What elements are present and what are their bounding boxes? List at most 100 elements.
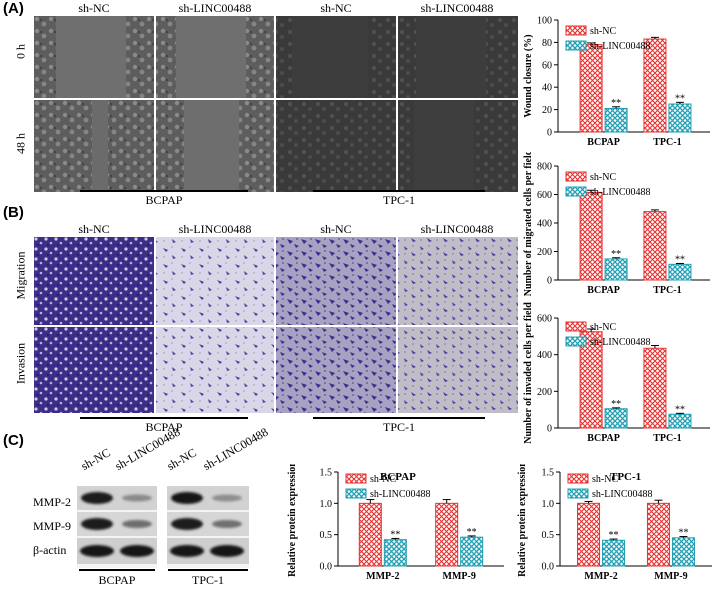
wb-label-actin: β-actin	[33, 543, 67, 557]
panel-b-row-2: Invasion	[13, 342, 28, 385]
invasion-image-tpc1-shnc	[276, 327, 396, 413]
wound-ytick-label: 100	[537, 16, 552, 27]
protein_tpc1-legend-label-sh-nc: sh-NC	[592, 474, 618, 485]
migrated-xtick-tpc-1: TPC-1	[653, 285, 681, 296]
wb-group-line-bcpap	[79, 569, 155, 571]
protein_bcpap-title: BCPAP	[380, 471, 416, 483]
protein_tpc1-ytick-label: 0.5	[542, 530, 555, 541]
migrated-significance-tpc-1: **	[675, 254, 685, 265]
chart-protein-bcpap: 0.0 0.5 1.0 1.5 Relative protein expression B…	[287, 464, 504, 582]
protein_tpc1-significance-mmp-2: **	[609, 530, 619, 541]
wound-image-tpc1-shlinc-48h	[398, 100, 518, 192]
protein_tpc1-legend-swatch-sh-nc	[567, 473, 589, 484]
wound-legend-label-sh-nc: sh-NC	[590, 26, 616, 37]
migrated-xtick-bcpap: BCPAP	[587, 285, 620, 296]
protein_bcpap-legend-swatch-sh-nc	[345, 473, 367, 484]
migrated-y-label: Number of migrated cells per field	[523, 152, 534, 296]
protein_bcpap-bar-sh-nc-mmp-9	[435, 502, 459, 567]
invaded-bar-sh-linc00488-tpc-1	[668, 413, 692, 429]
wound-image-bcpap-shlinc-48h	[156, 100, 274, 192]
wb-group-bcpap: BCPAP	[98, 573, 136, 587]
protein_tpc1-bar-sh-nc-mmp-9	[646, 502, 670, 567]
panel-b-row-1: Migration	[13, 251, 28, 300]
invaded-bar-sh-nc-tpc-1	[643, 347, 667, 429]
wb-group-line-tpc1	[168, 569, 248, 571]
wb-group-tpc1: TPC-1	[191, 573, 224, 587]
protein_bcpap-bar-sh-linc00488-mmp-2	[383, 539, 407, 567]
wound-xtick-bcpap: BCPAP	[587, 137, 620, 148]
panel-a-row-2: 48 h	[13, 133, 28, 154]
invaded-ytick-label: 200	[537, 387, 552, 398]
protein_bcpap-legend-label-sh-linc00488: sh-LINC00488	[370, 489, 431, 500]
protein_bcpap-legend-label-sh-nc: sh-NC	[370, 474, 396, 485]
panel-b-col-3: sh-NC	[320, 222, 352, 236]
migrated-legend-label-sh-nc: sh-NC	[590, 172, 616, 183]
migrated-significance-bcpap: **	[611, 249, 621, 260]
protein_tpc1-xtick-mmp-9: MMP-9	[654, 571, 687, 582]
panel-a-col-1: sh-NC	[78, 1, 110, 15]
wb-label-mmp9: MMP-9	[33, 519, 72, 533]
migrated-ytick-label: 400	[537, 219, 552, 230]
panel-a-col-4: sh-LINC00488	[420, 1, 494, 15]
protein_tpc1-significance-mmp-9: **	[678, 528, 688, 539]
wound-image-tpc1-shnc-48h	[276, 100, 396, 192]
wound-xtick-tpc-1: TPC-1	[653, 137, 681, 148]
invaded-xtick-bcpap: BCPAP	[587, 433, 620, 444]
wound-ytick-label: 80	[542, 38, 552, 49]
protein_bcpap-ytick-label: 1.0	[320, 499, 333, 510]
wound-bar-sh-nc-tpc-1	[643, 38, 667, 133]
migration-image-bcpap-shlinc	[156, 237, 274, 325]
migrated-legend-swatch-sh-nc	[565, 171, 587, 182]
wound-legend-label-sh-linc00488: sh-LINC00488	[590, 41, 651, 52]
invaded-significance-bcpap: **	[611, 399, 621, 410]
migrated-ytick-label: 0	[547, 276, 552, 287]
wound-legend-swatch-sh-nc	[565, 25, 587, 36]
protein_tpc1-ytick-label: 0.0	[542, 562, 555, 573]
wb-label-mmp2: MMP-2	[33, 495, 72, 509]
wound-bar-sh-linc00488-bcpap	[604, 107, 628, 133]
invaded-y-label: Number of invaded cells per field	[523, 302, 534, 444]
wound-image-bcpap-shnc-0h	[34, 16, 154, 98]
wound-healing-image-grid	[34, 16, 518, 192]
invaded-significance-tpc-1: **	[675, 404, 685, 415]
migrated-bar-sh-linc00488-tpc-1	[668, 263, 692, 281]
invaded-legend-label-sh-linc00488: sh-LINC00488	[590, 337, 651, 348]
protein_bcpap-xtick-mmp-2: MMP-2	[366, 571, 399, 582]
wound-image-bcpap-shlinc-0h	[156, 16, 274, 98]
protein_tpc1-xtick-mmp-2: MMP-2	[584, 571, 617, 582]
chart-protein-tpc1: 0.0 0.5 1.0 1.5 Relative protein expression T…	[517, 464, 712, 582]
invaded-legend-label-sh-nc: sh-NC	[590, 322, 616, 333]
migrated-legend-swatch-sh-linc00488	[565, 186, 587, 197]
migrated-legend-label-sh-linc00488: sh-LINC00488	[590, 187, 651, 198]
wound-ytick-label: 0	[547, 128, 552, 139]
invaded-xtick-tpc-1: TPC-1	[653, 433, 681, 444]
invaded-bar-sh-linc00488-bcpap	[604, 408, 628, 429]
migrated-bar-sh-nc-tpc-1	[643, 211, 667, 281]
protein_bcpap-xtick-mmp-9: MMP-9	[443, 571, 476, 582]
protein_tpc1-legend-label-sh-linc00488: sh-LINC00488	[592, 489, 653, 500]
migration-image-bcpap-shnc	[34, 237, 154, 325]
protein_bcpap-ytick-label: 0.5	[320, 530, 333, 541]
invaded-ytick-label: 400	[537, 350, 552, 361]
protein_tpc1-bar-sh-linc00488-mmp-9	[671, 537, 695, 567]
wb-col-label-3: sh-NC	[164, 445, 199, 474]
migrated-ytick-label: 800	[537, 162, 552, 173]
protein_tpc1-ytick-label: 1.0	[542, 499, 555, 510]
panel-a-group-bcpap: BCPAP	[145, 193, 183, 207]
invasion-image-bcpap-shlinc	[156, 327, 274, 413]
migrated-ytick-label: 600	[537, 190, 552, 201]
panel-a-col-3: sh-NC	[320, 1, 352, 15]
panel-b-group-tpc1: TPC-1	[382, 420, 415, 434]
wound-ytick-label: 40	[542, 83, 552, 94]
protein_tpc1-bar-sh-nc-mmp-2	[577, 502, 601, 567]
panel-b-col-4: sh-LINC00488	[420, 222, 494, 236]
wound-y-label: Wound closure (%)	[523, 34, 534, 117]
wb-blot-bcpap	[77, 486, 157, 568]
invasion-image-tpc1-shlinc	[398, 327, 518, 413]
protein_bcpap-significance-mmp-9: **	[467, 527, 477, 538]
protein_tpc1-legend-swatch-sh-linc00488	[567, 488, 589, 499]
migrated-bar-sh-linc00488-bcpap	[604, 258, 628, 281]
panel-b-group-line-bcpap	[80, 417, 248, 419]
panel-a-col-2: sh-LINC00488	[178, 1, 252, 15]
